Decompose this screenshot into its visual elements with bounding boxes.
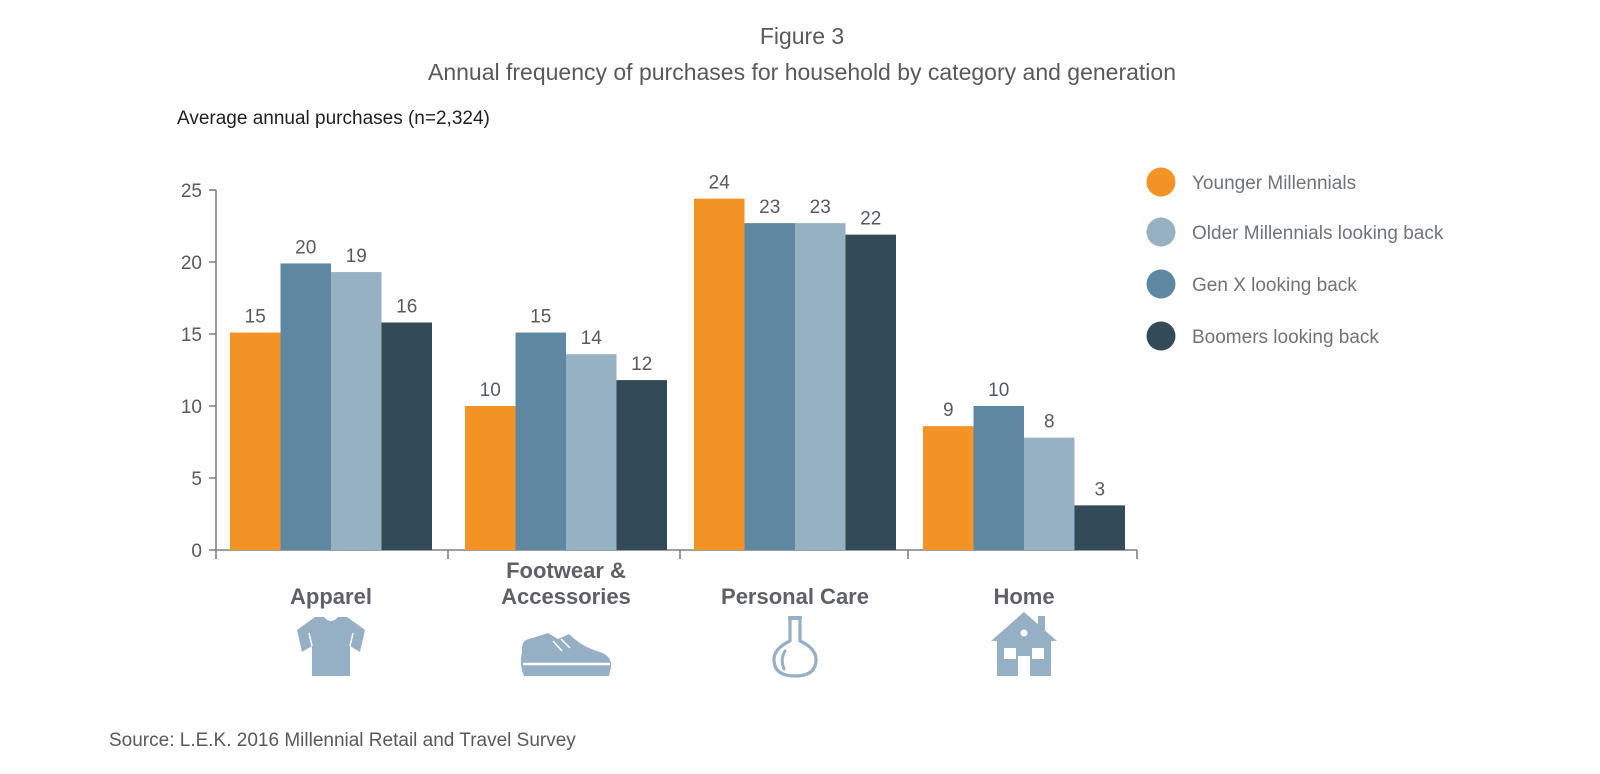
value-labels: 15 20 19 16 10 15 14 12 24 23 23 22 9 10 8 3 — [245, 173, 1105, 501]
source-note: Source: L.E.K. 2016 Millennial Retail an… — [109, 730, 576, 751]
bar — [280, 263, 331, 550]
bar — [744, 223, 795, 550]
sneaker-icon — [520, 633, 612, 676]
bar — [795, 223, 846, 550]
figure-label: Figure 3 — [760, 23, 844, 49]
bar-value-label: 23 — [759, 197, 780, 218]
bar-value-label: 9 — [943, 400, 954, 421]
bar-value-label: 8 — [1044, 412, 1055, 433]
house-icon — [991, 612, 1057, 676]
category-label: Footwear & Accessories — [501, 558, 631, 609]
legend-item-label: Boomers looking back — [1192, 327, 1379, 348]
y-tick-label: 20 — [181, 253, 202, 274]
bar-value-label: 15 — [245, 307, 266, 328]
legend-swatch — [1146, 269, 1176, 299]
chart-title: Annual frequency of purchases for househ… — [428, 59, 1176, 85]
legend-item-label: Gen X looking back — [1192, 275, 1357, 296]
bar-value-label: 12 — [631, 354, 652, 375]
bar — [515, 332, 566, 550]
bar — [230, 332, 281, 550]
legend-swatch — [1146, 217, 1176, 247]
bar — [331, 272, 382, 550]
bars — [230, 198, 1125, 550]
shirt-icon — [297, 617, 365, 676]
category-icons — [297, 612, 1057, 678]
legend-swatch — [1146, 321, 1176, 351]
bar-value-label: 24 — [709, 173, 731, 194]
bar-value-label: 23 — [810, 197, 831, 218]
bar-value-label: 16 — [396, 296, 417, 317]
bar — [845, 234, 896, 550]
category-label: Apparel — [290, 584, 372, 609]
bar-value-label: 14 — [581, 328, 603, 349]
legend-swatch — [1146, 167, 1176, 197]
flask-icon — [772, 616, 818, 678]
bar — [381, 322, 432, 550]
bar — [465, 406, 516, 550]
y-tick-label: 0 — [191, 541, 202, 562]
y-axis: 0 5 10 15 20 25 — [181, 181, 217, 562]
bar — [694, 198, 745, 550]
bar-value-label: 10 — [988, 380, 1009, 401]
bar — [1074, 505, 1125, 550]
bar — [616, 380, 667, 550]
bar-value-label: 10 — [480, 380, 501, 401]
y-axis-label: Average annual purchases (n=2,324) — [177, 108, 490, 129]
bar-value-label: 22 — [860, 209, 881, 230]
legend-item-label: Younger Millennials — [1192, 173, 1356, 194]
bar — [923, 426, 974, 550]
bar — [973, 406, 1024, 550]
category-label: Home — [993, 584, 1054, 609]
bar — [566, 354, 617, 550]
y-tick-label: 10 — [181, 397, 202, 418]
bar-value-label: 15 — [530, 307, 551, 328]
bar — [1024, 437, 1075, 550]
bar-value-label: 20 — [295, 237, 316, 258]
y-tick-label: 5 — [191, 469, 202, 490]
category-labels: Apparel Footwear & Accessories Personal Car… — [290, 558, 1055, 609]
bar-value-label: 3 — [1094, 479, 1105, 500]
bar-value-label: 19 — [346, 246, 367, 267]
category-label-line: Accessories — [501, 584, 631, 609]
legend: Younger Millennials Older Millennials loo… — [1146, 167, 1444, 351]
y-tick-label: 15 — [181, 325, 202, 346]
legend-item-label: Older Millennials looking back — [1192, 223, 1444, 244]
x-axis — [215, 549, 1138, 559]
category-label: Personal Care — [721, 584, 869, 609]
y-tick-label: 25 — [181, 181, 202, 202]
category-label-line: Footwear & — [506, 558, 626, 583]
